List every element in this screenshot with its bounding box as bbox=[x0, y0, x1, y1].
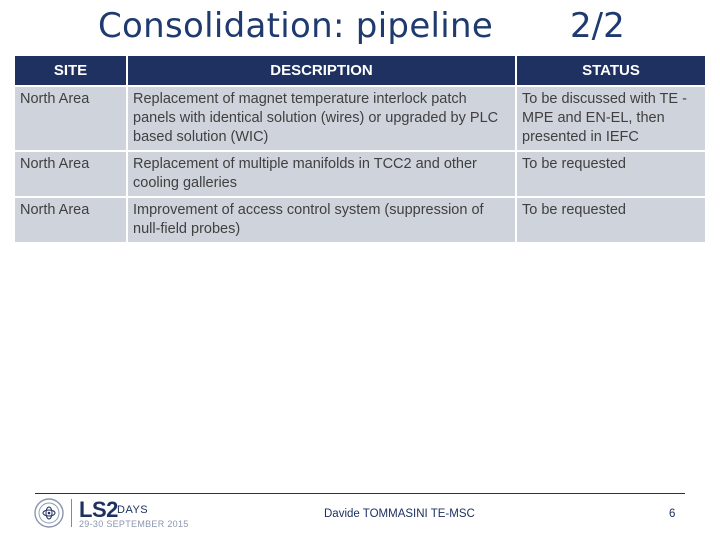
column-header-description: DESCRIPTION bbox=[128, 56, 517, 87]
cell-site: North Area bbox=[15, 87, 128, 152]
cell-description: Improvement of access control system (su… bbox=[128, 198, 517, 244]
slide-title: Consolidation: pipeline bbox=[98, 6, 494, 46]
pipeline-table: SITE DESCRIPTION STATUS North Area Repla… bbox=[15, 56, 705, 244]
cern-seal-icon bbox=[34, 498, 64, 528]
logo-date: 29-30 SEPTEMBER 2015 bbox=[79, 519, 189, 529]
cell-description: Replacement of multiple manifolds in TCC… bbox=[128, 152, 517, 198]
cell-status: To be requested bbox=[517, 198, 705, 244]
title-row: Consolidation: pipeline 2/2 bbox=[0, 6, 720, 50]
table-row: North Area Replacement of magnet tempera… bbox=[15, 87, 705, 152]
logo-separator bbox=[71, 499, 72, 527]
ls2-days-logo: LS2 DAYS 29-30 SEPTEMBER 2015 bbox=[33, 497, 193, 531]
cell-status: To be requested bbox=[517, 152, 705, 198]
cell-description: Replacement of magnet temperature interl… bbox=[128, 87, 517, 152]
column-header-status: STATUS bbox=[517, 56, 705, 87]
table-row: North Area Improvement of access control… bbox=[15, 198, 705, 244]
cell-site: North Area bbox=[15, 198, 128, 244]
column-header-site: SITE bbox=[15, 56, 128, 87]
table-row: North Area Replacement of multiple manif… bbox=[15, 152, 705, 198]
slide-page-indicator: 2/2 bbox=[570, 6, 625, 46]
footer-page-number: 6 bbox=[669, 508, 676, 520]
table-header-row: SITE DESCRIPTION STATUS bbox=[15, 56, 705, 87]
footer-author: Davide TOMMASINI TE-MSC bbox=[324, 508, 475, 520]
footer-divider bbox=[35, 493, 685, 494]
logo-subtitle: DAYS bbox=[117, 504, 149, 516]
cell-site: North Area bbox=[15, 152, 128, 198]
logo-title: LS2 bbox=[79, 497, 118, 522]
cell-status: To be discussed with TE -MPE and EN-EL, … bbox=[517, 87, 705, 152]
